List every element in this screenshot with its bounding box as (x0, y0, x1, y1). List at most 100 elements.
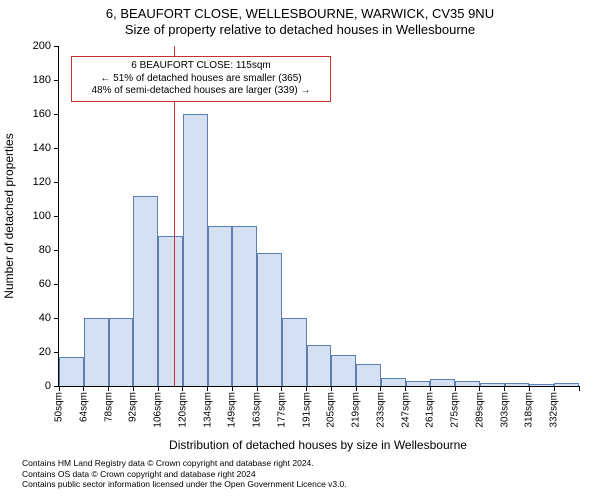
histogram-bar (282, 318, 307, 386)
x-tick-label: 275sqm (450, 392, 461, 428)
x-tick-mark (232, 386, 233, 391)
x-tick-mark (306, 386, 307, 391)
x-tick-label: 318sqm (524, 392, 535, 428)
x-tick-mark (108, 386, 109, 391)
histogram-bar (133, 196, 158, 386)
x-tick-label: 134sqm (202, 392, 213, 428)
x-tick-mark (331, 386, 332, 391)
y-tick-mark (54, 182, 59, 183)
x-tick-mark (479, 386, 480, 391)
x-tick-mark (207, 386, 208, 391)
y-axis-label: Number of detached properties (2, 133, 16, 298)
histogram-bar (505, 383, 530, 386)
y-tick-mark (54, 46, 59, 47)
x-tick-label: 247sqm (400, 392, 411, 428)
x-tick-label: 261sqm (425, 392, 436, 428)
y-tick-label: 100 (33, 210, 51, 222)
x-tick-mark (83, 386, 84, 391)
x-tick-label: 219sqm (351, 392, 362, 428)
y-tick-mark (54, 284, 59, 285)
histogram-bar (529, 384, 554, 386)
y-tick-label: 80 (39, 244, 51, 256)
histogram-bar (109, 318, 134, 386)
x-tick-label: 233sqm (375, 392, 386, 428)
x-tick-label: 177sqm (276, 392, 287, 428)
x-tick-label: 92sqm (128, 392, 139, 422)
x-tick-mark (59, 386, 60, 391)
histogram-bar (430, 379, 455, 386)
annotation-line-3: 48% of semi-detached houses are larger (… (78, 85, 324, 98)
histogram-bar (455, 381, 480, 386)
x-tick-label: 149sqm (227, 392, 238, 428)
x-tick-mark (554, 386, 555, 391)
y-tick-mark (54, 318, 59, 319)
x-tick-label: 50sqm (54, 392, 65, 422)
footer-attribution: Contains HM Land Registry data © Crown c… (22, 458, 347, 490)
y-tick-label: 180 (33, 74, 51, 86)
x-tick-mark (529, 386, 530, 391)
footer-line-3: Contains public sector information licen… (22, 479, 347, 490)
histogram-bar (406, 381, 431, 386)
histogram-bar (183, 114, 208, 386)
x-tick-label: 78sqm (103, 392, 114, 422)
x-tick-mark (133, 386, 134, 391)
chart-container: { "title": { "line1": "6, BEAUFORT CLOSE… (0, 0, 600, 500)
y-tick-label: 120 (33, 176, 51, 188)
histogram-bar (232, 226, 257, 386)
y-tick-mark (54, 216, 59, 217)
y-tick-label: 20 (39, 346, 51, 358)
histogram-bar (158, 236, 183, 386)
y-tick-label: 40 (39, 312, 51, 324)
x-tick-label: 120sqm (177, 392, 188, 428)
histogram-bar (356, 364, 381, 386)
x-tick-label: 303sqm (499, 392, 510, 428)
y-tick-label: 0 (45, 380, 51, 392)
x-tick-label: 191sqm (301, 392, 312, 428)
x-tick-mark (182, 386, 183, 391)
x-axis-label: Distribution of detached houses by size … (169, 438, 467, 452)
y-tick-mark (54, 250, 59, 251)
footer-line-1: Contains HM Land Registry data © Crown c… (22, 458, 347, 469)
y-tick-label: 140 (33, 142, 51, 154)
histogram-bar (208, 226, 233, 386)
x-tick-mark (158, 386, 159, 391)
x-tick-label: 64sqm (78, 392, 89, 422)
annotation-line-1: 6 BEAUFORT CLOSE: 115sqm (78, 60, 324, 73)
plot-area: 02040608010012014016018020050sqm64sqm78s… (58, 46, 579, 387)
histogram-bar (480, 383, 505, 386)
histogram-bar (554, 383, 579, 386)
histogram-bar (84, 318, 109, 386)
annotation-box: 6 BEAUFORT CLOSE: 115sqm← 51% of detache… (71, 56, 331, 102)
y-tick-label: 200 (33, 40, 51, 52)
histogram-bar (331, 355, 356, 386)
x-tick-mark (281, 386, 282, 391)
x-tick-label: 106sqm (153, 392, 164, 428)
footer-line-2: Contains OS data © Crown copyright and d… (22, 469, 347, 480)
x-tick-mark (356, 386, 357, 391)
x-tick-label: 332sqm (549, 392, 560, 428)
x-tick-label: 205sqm (326, 392, 337, 428)
x-tick-mark (430, 386, 431, 391)
x-tick-mark (380, 386, 381, 391)
y-tick-label: 60 (39, 278, 51, 290)
x-tick-mark (405, 386, 406, 391)
chart-title-line-2: Size of property relative to detached ho… (0, 22, 600, 38)
x-tick-label: 163sqm (252, 392, 263, 428)
x-tick-label: 289sqm (474, 392, 485, 428)
y-tick-mark (54, 148, 59, 149)
y-tick-mark (54, 352, 59, 353)
chart-title-block: 6, BEAUFORT CLOSE, WELLESBOURNE, WARWICK… (0, 0, 600, 37)
chart-title-line-1: 6, BEAUFORT CLOSE, WELLESBOURNE, WARWICK… (0, 6, 600, 22)
y-tick-mark (54, 80, 59, 81)
x-tick-mark (455, 386, 456, 391)
y-tick-label: 160 (33, 108, 51, 120)
x-tick-mark (504, 386, 505, 391)
x-tick-mark (579, 386, 580, 391)
histogram-bar (307, 345, 332, 386)
histogram-bar (381, 378, 406, 387)
histogram-bar (59, 357, 84, 386)
annotation-line-2: ← 51% of detached houses are smaller (36… (78, 73, 324, 86)
y-tick-mark (54, 114, 59, 115)
histogram-bar (257, 253, 282, 386)
x-tick-mark (257, 386, 258, 391)
